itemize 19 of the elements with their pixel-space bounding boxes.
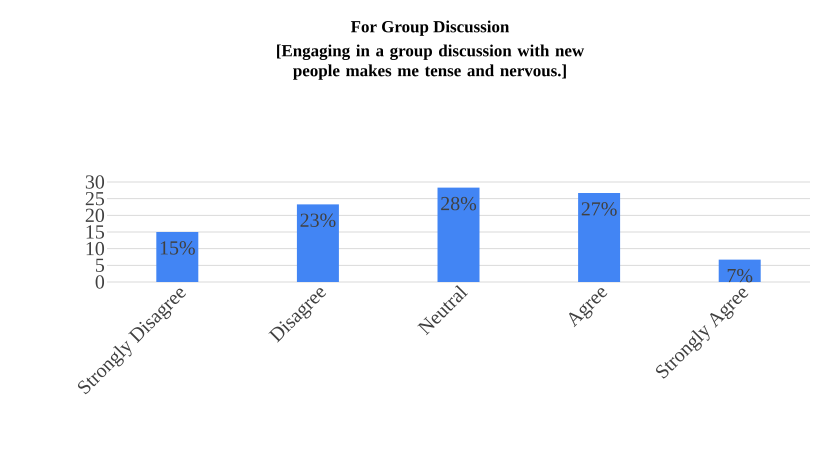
chart-title: For Group Discussion bbox=[350, 20, 510, 36]
chart-subtitle: [Engaging in a group discussion with new people makes me tense and nervous.] bbox=[277, 44, 584, 80]
data-label: 15% bbox=[160, 241, 195, 255]
y-tick-label: 0 bbox=[96, 275, 104, 289]
y-tick-label: 5 bbox=[96, 258, 104, 272]
y-tick-label: 10 bbox=[86, 242, 104, 256]
bar bbox=[438, 188, 480, 282]
data-label: 28% bbox=[441, 196, 476, 210]
y-tick-label: 25 bbox=[86, 192, 104, 206]
data-label: 23% bbox=[300, 214, 336, 228]
y-tick-label: 20 bbox=[86, 208, 104, 222]
bar bbox=[156, 232, 198, 282]
data-label: 7% bbox=[728, 268, 752, 282]
data-label: 27% bbox=[582, 202, 617, 216]
bar bbox=[296, 204, 339, 282]
bar bbox=[578, 192, 620, 282]
y-tick-label: 15 bbox=[86, 225, 104, 239]
bar bbox=[718, 260, 761, 282]
y-tick-label: 30 bbox=[86, 175, 104, 189]
